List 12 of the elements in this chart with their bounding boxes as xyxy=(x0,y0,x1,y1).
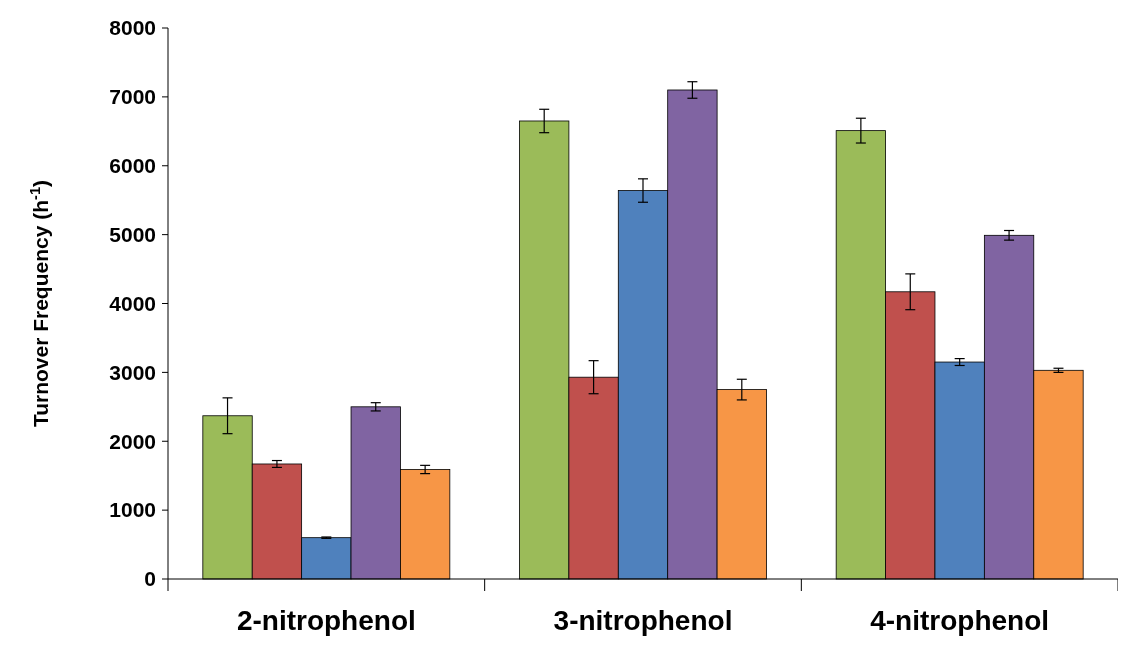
y-tick-label: 0 xyxy=(144,567,156,591)
y-tick-label: 2000 xyxy=(109,429,156,453)
y-tick-label: 8000 xyxy=(109,16,156,40)
x-tick-label: 3-nitrophenol xyxy=(553,605,733,636)
x-tick-label: 2-nitrophenol xyxy=(236,605,416,636)
y-tick-label: 5000 xyxy=(109,222,156,246)
y-tick-label: 4000 xyxy=(109,291,156,315)
y-tick-label: 6000 xyxy=(109,154,156,178)
y-tick-label: 1000 xyxy=(109,498,156,522)
x-tick-label: 4-nitrophenol xyxy=(870,605,1050,636)
y-tick-label: 7000 xyxy=(109,85,156,109)
y-tick-label: 3000 xyxy=(109,360,156,384)
